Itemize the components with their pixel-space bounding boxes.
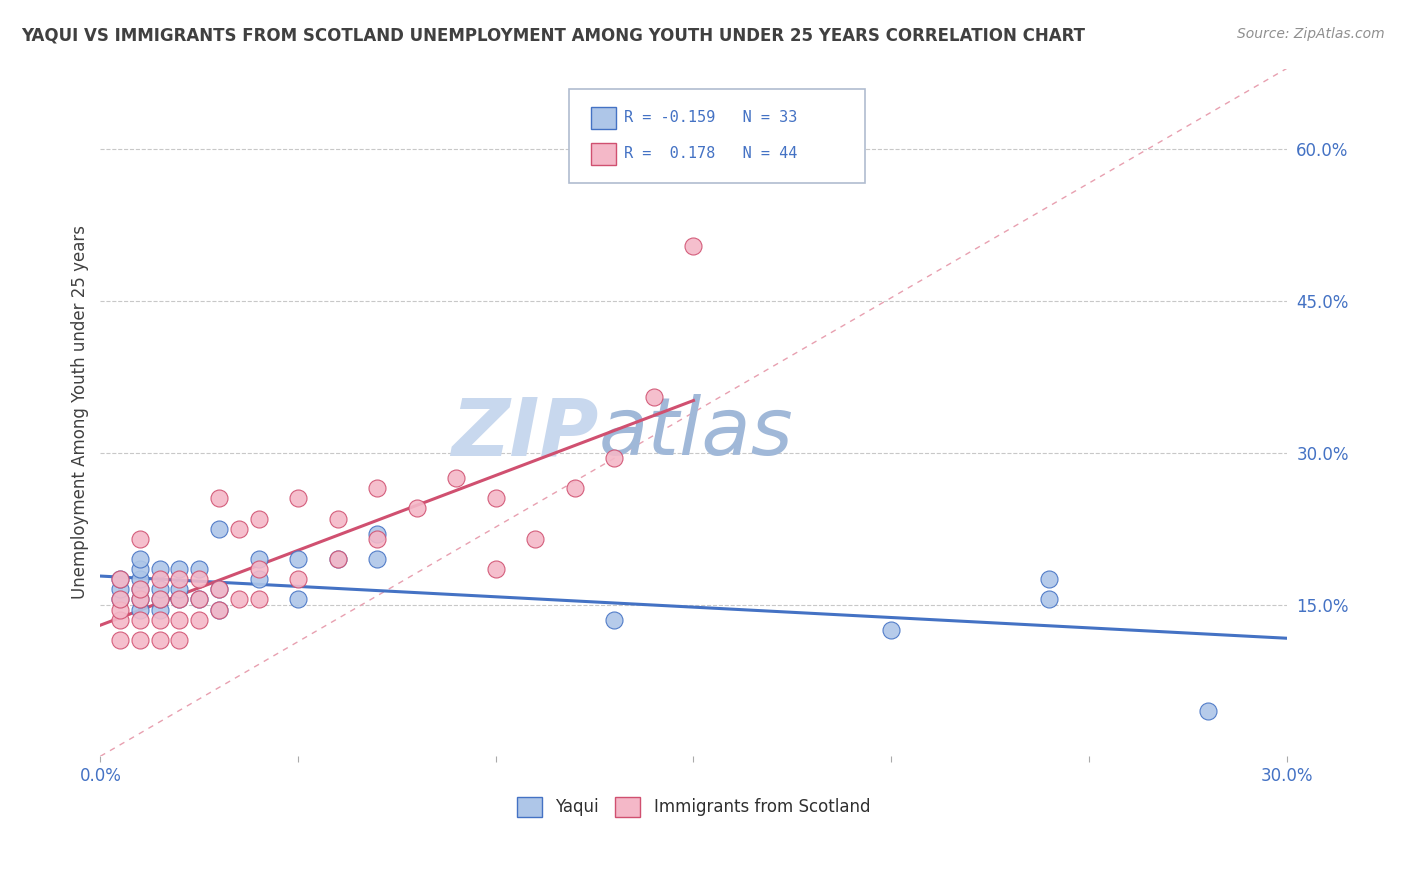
Point [247, 592, 270, 607]
Point [128, 552, 150, 566]
Point [247, 552, 270, 566]
Point [326, 552, 349, 566]
Point [208, 602, 231, 616]
Point [128, 532, 150, 546]
Point [485, 491, 508, 506]
Point [128, 613, 150, 627]
Point [128, 582, 150, 597]
Point [564, 481, 586, 495]
Point [128, 592, 150, 607]
Point [149, 602, 172, 616]
Point [1197, 704, 1219, 718]
Point [108, 613, 131, 627]
Point [366, 552, 388, 566]
Point [188, 562, 211, 576]
Point [149, 632, 172, 647]
Point [208, 522, 231, 536]
Point [603, 450, 626, 465]
Legend: Yaqui, Immigrants from Scotland: Yaqui, Immigrants from Scotland [510, 790, 877, 823]
Point [326, 552, 349, 566]
Text: YAQUI VS IMMIGRANTS FROM SCOTLAND UNEMPLOYMENT AMONG YOUTH UNDER 25 YEARS CORREL: YAQUI VS IMMIGRANTS FROM SCOTLAND UNEMPL… [21, 27, 1085, 45]
Point [366, 532, 388, 546]
Point [405, 501, 427, 516]
Y-axis label: Unemployment Among Youth under 25 years: Unemployment Among Youth under 25 years [72, 226, 89, 599]
Point [188, 613, 211, 627]
Point [366, 481, 388, 495]
Point [128, 602, 150, 616]
Point [208, 582, 231, 597]
Point [287, 491, 309, 506]
Point [188, 572, 211, 586]
Point [444, 471, 467, 485]
Point [128, 592, 150, 607]
Point [108, 572, 131, 586]
Point [287, 592, 309, 607]
Text: ZIP: ZIP [451, 394, 599, 472]
Text: R = -0.159   N = 33: R = -0.159 N = 33 [624, 110, 797, 125]
Point [228, 592, 250, 607]
Point [149, 582, 172, 597]
Point [208, 491, 231, 506]
Point [128, 562, 150, 576]
Point [682, 238, 704, 252]
Point [643, 390, 665, 404]
Point [149, 592, 172, 607]
Point [287, 552, 309, 566]
Point [188, 592, 211, 607]
Text: R =  0.178   N = 44: R = 0.178 N = 44 [624, 146, 797, 161]
Point [169, 592, 191, 607]
Point [208, 582, 231, 597]
Point [366, 526, 388, 541]
Point [108, 602, 131, 616]
Point [128, 632, 150, 647]
Point [188, 592, 211, 607]
Point [485, 562, 508, 576]
Point [208, 602, 231, 616]
Point [108, 632, 131, 647]
Point [169, 572, 191, 586]
Point [247, 562, 270, 576]
Point [169, 632, 191, 647]
Text: atlas: atlas [599, 394, 793, 472]
Point [326, 511, 349, 525]
Point [169, 562, 191, 576]
Point [169, 582, 191, 597]
Point [247, 511, 270, 525]
Point [287, 572, 309, 586]
Point [524, 532, 547, 546]
Point [1038, 592, 1060, 607]
Point [149, 562, 172, 576]
Point [128, 572, 150, 586]
Point [603, 613, 626, 627]
Point [128, 582, 150, 597]
Point [108, 582, 131, 597]
Point [169, 613, 191, 627]
Point [1038, 572, 1060, 586]
Point [108, 592, 131, 607]
Point [149, 592, 172, 607]
Point [247, 572, 270, 586]
Point [149, 572, 172, 586]
Point [228, 522, 250, 536]
Point [149, 613, 172, 627]
Text: Source: ZipAtlas.com: Source: ZipAtlas.com [1237, 27, 1385, 41]
Point [169, 592, 191, 607]
Point [880, 623, 903, 637]
Point [108, 572, 131, 586]
Point [108, 592, 131, 607]
